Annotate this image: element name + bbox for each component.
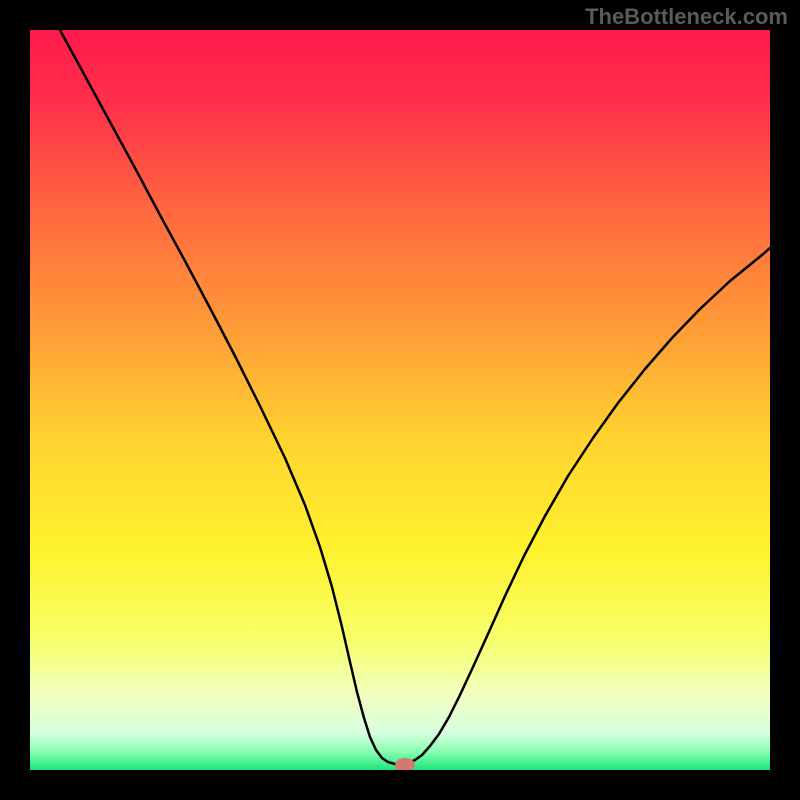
watermark-text: TheBottleneck.com: [585, 4, 788, 30]
chart-container: { "watermark": { "text": "TheBottleneck.…: [0, 0, 800, 800]
minimum-marker: [395, 758, 415, 770]
plot-area: [30, 30, 770, 770]
bottleneck-curve: [30, 30, 770, 770]
